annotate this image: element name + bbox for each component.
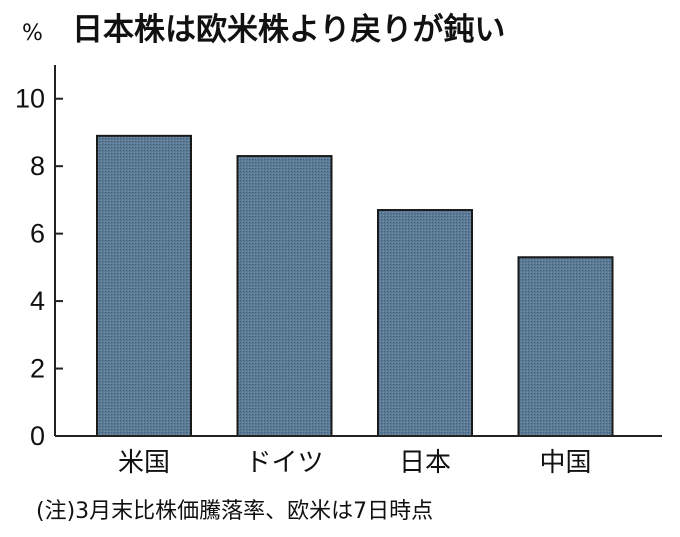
y-tick-label: 6 (30, 219, 45, 249)
y-tick-label: 8 (30, 151, 45, 181)
chart-title: 日本株は欧米株より戻りが鈍い (72, 12, 505, 48)
x-category-label: 中国 (539, 448, 591, 478)
x-category-label: 日本 (399, 448, 451, 478)
x-category-label: ドイツ (245, 448, 323, 478)
y-axis-unit-label: % (22, 21, 43, 46)
chart-footnote: (注)3月末比株価騰落率、欧米は7日時点 (36, 499, 433, 524)
y-tick-label: 0 (30, 421, 45, 451)
y-tick-label: 4 (30, 286, 45, 316)
y-axis: 0 2 4 6 8 10 (15, 84, 63, 451)
y-tick-label: 2 (30, 354, 45, 384)
bar-0 (96, 134, 192, 437)
y-tick-label: 10 (15, 84, 45, 114)
bar-2 (377, 209, 473, 437)
bars-group (96, 134, 614, 437)
bar-3 (517, 256, 614, 437)
x-axis-labels: 米国 ドイツ 日本 中国 (118, 448, 592, 478)
x-category-label: 米国 (118, 448, 170, 478)
bar-1 (236, 155, 333, 437)
